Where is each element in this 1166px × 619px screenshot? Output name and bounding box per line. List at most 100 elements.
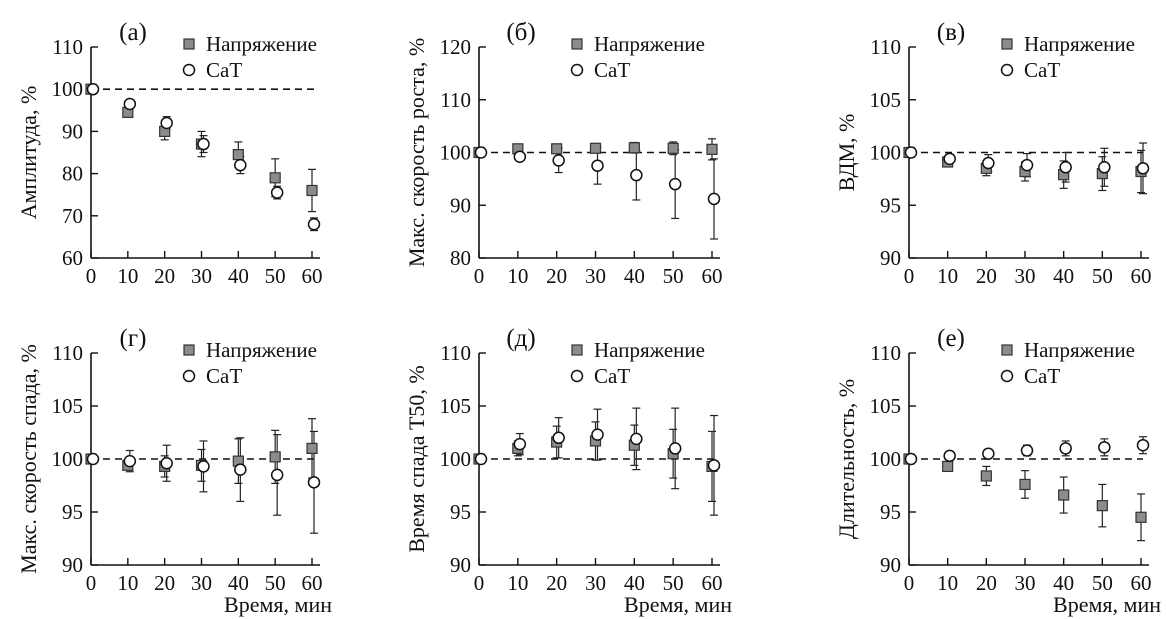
y-axis-label: Макс. скорость роста, %: [404, 38, 429, 267]
y-tick-label: 95: [880, 193, 901, 217]
data-point-circle: [197, 460, 210, 473]
data-point-circle: [270, 468, 284, 482]
x-tick-label: 10: [507, 264, 528, 288]
data-point-square: [269, 172, 281, 184]
data-point-circle: [1098, 441, 1111, 454]
x-tick-label: 50: [663, 264, 684, 288]
data-point-circle: [552, 431, 565, 445]
data-point-circle: [307, 476, 321, 489]
x-tick-label: 20: [154, 571, 175, 595]
y-tick-label: 120: [440, 35, 472, 59]
data-point-circle: [474, 146, 488, 159]
legend-label: Напряжение: [1024, 32, 1135, 56]
data-point-square: [1135, 511, 1147, 523]
data-point-circle: [707, 192, 721, 206]
x-tick-label: 40: [1053, 264, 1074, 288]
data-point-circle: [591, 159, 604, 172]
data-point-circle: [1098, 161, 1111, 174]
y-tick-label: 110: [440, 341, 471, 365]
data-point-circle: [160, 456, 173, 470]
y-tick-label: 100: [870, 447, 902, 471]
x-tick-label: 50: [265, 571, 286, 595]
x-tick-label: 30: [1015, 571, 1036, 595]
x-tick-label: 0: [86, 264, 97, 288]
legend-label: CaT: [206, 58, 242, 82]
data-point-circle: [904, 146, 918, 159]
x-axis-label: Время, мин: [1053, 592, 1161, 617]
y-tick-label: 105: [440, 394, 472, 418]
y-axis-label: Время спада T50, %: [404, 365, 429, 553]
data-point-square: [1096, 500, 1108, 512]
data-point-circle: [943, 449, 956, 463]
x-tick-label: 10: [117, 571, 138, 595]
data-point-square: [980, 470, 992, 482]
data-point-circle: [982, 156, 995, 170]
data-point-circle: [552, 154, 565, 167]
y-tick-label: 60: [62, 246, 83, 270]
legend-marker-square: [571, 38, 583, 50]
data-point-circle: [160, 116, 173, 130]
x-tick-label: 60: [302, 571, 323, 595]
data-point-circle: [513, 150, 527, 163]
data-point-circle: [270, 186, 284, 199]
y-tick-label: 90: [62, 119, 83, 143]
x-tick-label: 50: [663, 571, 684, 595]
x-tick-label: 20: [154, 264, 175, 288]
x-tick-label: 10: [117, 264, 138, 288]
y-tick-label: 110: [870, 35, 901, 59]
x-axis-label: Время, мин: [224, 592, 332, 617]
data-point-circle: [307, 217, 321, 231]
legend-marker-circle: [570, 63, 584, 77]
y-tick-label: 95: [450, 500, 471, 524]
x-tick-label: 30: [585, 264, 606, 288]
x-tick-label: 10: [507, 571, 528, 595]
x-tick-label: 40: [1053, 571, 1074, 595]
legend-marker-circle: [1000, 63, 1014, 77]
x-tick-label: 60: [702, 264, 723, 288]
data-point-circle: [197, 137, 210, 151]
x-tick-label: 40: [624, 571, 645, 595]
data-point-circle: [668, 177, 682, 191]
y-tick-label: 100: [52, 77, 84, 101]
data-point-circle: [1020, 158, 1034, 172]
y-tick-label: 105: [870, 394, 902, 418]
y-tick-label: 105: [870, 88, 902, 112]
x-tick-label: 60: [702, 571, 723, 595]
data-point-circle: [1136, 162, 1150, 175]
data-point-square: [1019, 478, 1031, 491]
panel-label: (е): [937, 325, 965, 352]
panel-label: (в): [937, 19, 965, 46]
legend-label: CaT: [1024, 58, 1060, 82]
data-point-circle: [630, 168, 643, 182]
chart-panel: 90 95 100 105 110 0 10 20 30 40 50 60 ВДМ, % (в) Напря…: [834, 19, 1152, 288]
x-tick-label: 60: [1131, 571, 1152, 595]
chart-panel: 90 95 100 105 110 0 10 20 30 40 50 60 Время спада T5…: [404, 325, 723, 595]
chart-panel: 90 95 100 105 110 0 10 20 30 40 50 60 Макс. скорость…: [16, 325, 323, 595]
legend-marker-square: [571, 344, 583, 356]
chart-panel: 90 95 100 105 110 0 10 20 30 40 50 60 Длительность, …: [834, 325, 1152, 595]
legend-label: Напряжение: [1024, 338, 1135, 362]
data-point-square: [706, 143, 718, 155]
x-tick-label: 50: [1092, 264, 1113, 288]
legend-label: Напряжение: [594, 338, 705, 362]
data-point-circle: [86, 452, 100, 466]
data-point-square: [942, 460, 954, 473]
x-tick-label: 30: [191, 571, 212, 595]
data-point-square: [551, 143, 563, 155]
y-tick-label: 110: [52, 35, 83, 59]
legend-label: CaT: [594, 364, 630, 388]
data-point-circle: [707, 459, 721, 472]
x-tick-label: 50: [265, 264, 286, 288]
data-point-circle: [982, 447, 995, 460]
x-tick-label: 10: [937, 264, 958, 288]
y-tick-label: 110: [440, 88, 471, 112]
y-tick-label: 90: [880, 246, 901, 270]
x-tick-label: 30: [585, 571, 606, 595]
y-axis-label: ВДМ, %: [834, 114, 859, 192]
legend-marker-circle: [182, 63, 196, 77]
legend-label: Напряжение: [594, 32, 705, 56]
panel-label: (г): [120, 325, 147, 352]
x-tick-label: 20: [546, 264, 567, 288]
y-tick-label: 95: [62, 500, 83, 524]
